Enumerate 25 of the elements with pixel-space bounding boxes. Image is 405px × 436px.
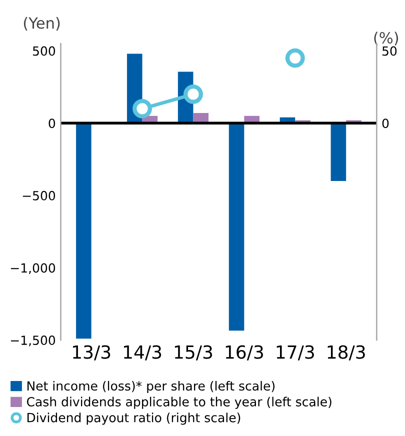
y-tick-label: −500 <box>22 190 56 200</box>
x-tick-label: 16/3 <box>226 345 263 360</box>
point <box>184 84 203 104</box>
legend-label: Dividend payout ratio (right scale) <box>27 412 240 425</box>
y2-tick-label: 50 <box>382 46 397 56</box>
y-axis-title: (Yen) <box>24 16 60 31</box>
bar <box>228 123 244 331</box>
y2-axis-title: (%) <box>374 32 398 46</box>
x-tick-label: 15/3 <box>174 345 212 360</box>
bar <box>193 113 209 124</box>
y-tick-label: 500 <box>32 46 56 56</box>
point <box>285 48 305 68</box>
y-tick-label: −1,500 <box>10 336 56 346</box>
y-tick-label: 0 <box>48 118 56 128</box>
legend-label: Cash dividends applicable to the year (left scale) <box>26 396 332 409</box>
x-tick-label: 13/3 <box>73 345 110 360</box>
x-tick-label: 14/3 <box>124 345 162 360</box>
point <box>132 98 152 118</box>
y2-tick-label: 0 <box>382 118 389 128</box>
bar <box>330 123 346 181</box>
y-tick-label: −1,000 <box>10 263 56 274</box>
legend-label: Net income (loss)* per share (left scale) <box>27 380 275 394</box>
x-tick-label: 17/3 <box>276 345 314 360</box>
bar <box>76 123 92 339</box>
x-tick-label: 18/3 <box>328 345 365 360</box>
